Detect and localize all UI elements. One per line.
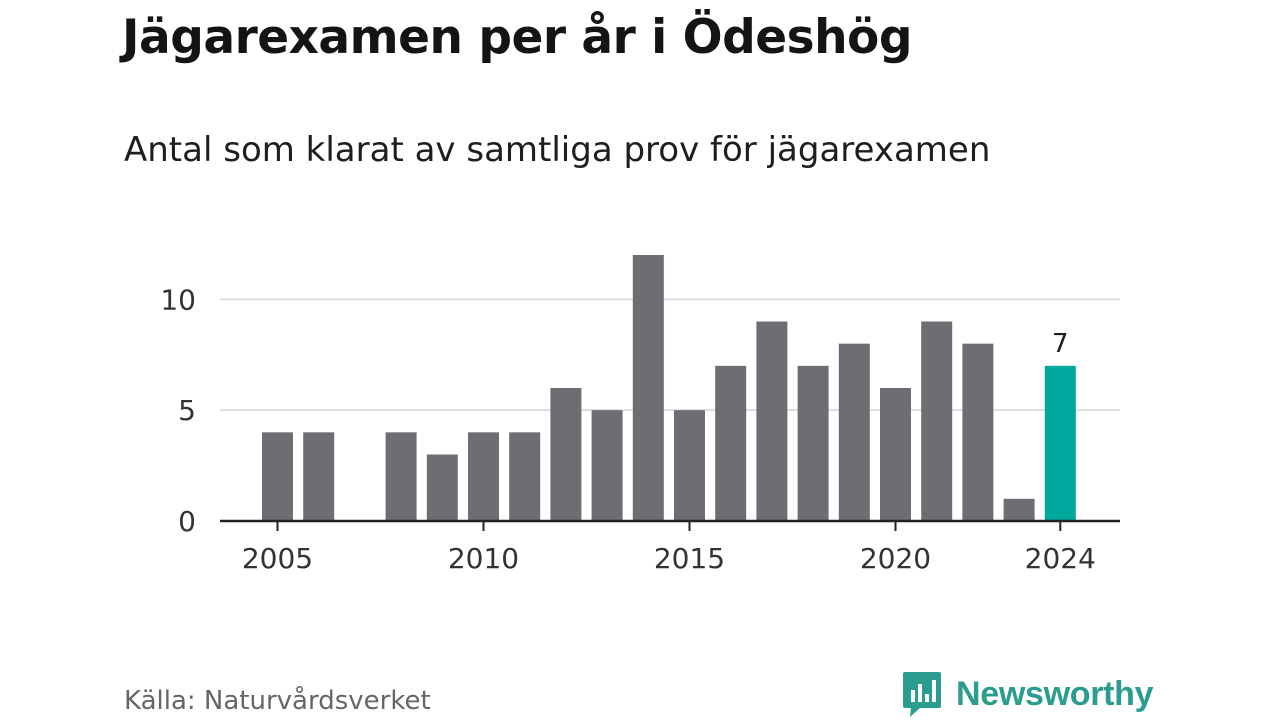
bar-2020: [880, 388, 911, 521]
bar-2013: [591, 410, 623, 521]
x-tick-label: 2020: [860, 542, 931, 575]
chart-subtitle: Antal som klarat av samtliga prov för jä…: [124, 130, 991, 170]
bar-2021: [921, 321, 953, 521]
bar-2018: [797, 365, 829, 521]
bar-2009: [426, 454, 458, 521]
bar-chart-speech-bubble-icon: [903, 672, 941, 717]
x-tick-label: 2015: [654, 542, 725, 575]
bar-2006: [303, 432, 335, 521]
bar-2005: [262, 432, 293, 521]
bar-2015: [674, 410, 705, 521]
bar-2016: [715, 365, 747, 521]
bar-2012: [550, 388, 582, 521]
bar-2014: [632, 255, 664, 521]
bar-2011: [509, 432, 541, 521]
bar-2019: [838, 343, 870, 521]
bar-2017: [756, 321, 788, 521]
y-tick-label: 5: [178, 394, 196, 427]
x-tick-label: 2005: [242, 542, 313, 575]
bar-2010: [468, 432, 499, 521]
source-note: Källa: Naturvårdsverket: [124, 686, 431, 716]
bar-2024: [1044, 365, 1076, 521]
y-tick-label: 10: [160, 283, 196, 316]
brand-name: Newsworthy: [956, 674, 1154, 713]
brand-logo: Newsworthy: [902, 670, 1154, 718]
bar-2023: [1003, 498, 1035, 521]
chart-title: Jägarexamen per år i Ödeshög: [122, 10, 912, 65]
y-tick-label: 0: [178, 505, 196, 538]
bar-2008: [385, 432, 417, 521]
x-tick-label: 2010: [448, 542, 519, 575]
data-label: 7: [1052, 329, 1069, 359]
bar-2022: [962, 343, 994, 521]
x-tick-label: 2024: [1025, 542, 1096, 575]
